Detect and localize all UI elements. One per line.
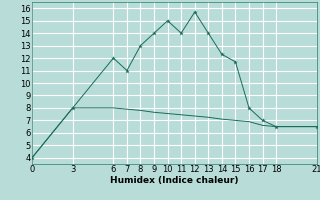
X-axis label: Humidex (Indice chaleur): Humidex (Indice chaleur) xyxy=(110,176,239,185)
